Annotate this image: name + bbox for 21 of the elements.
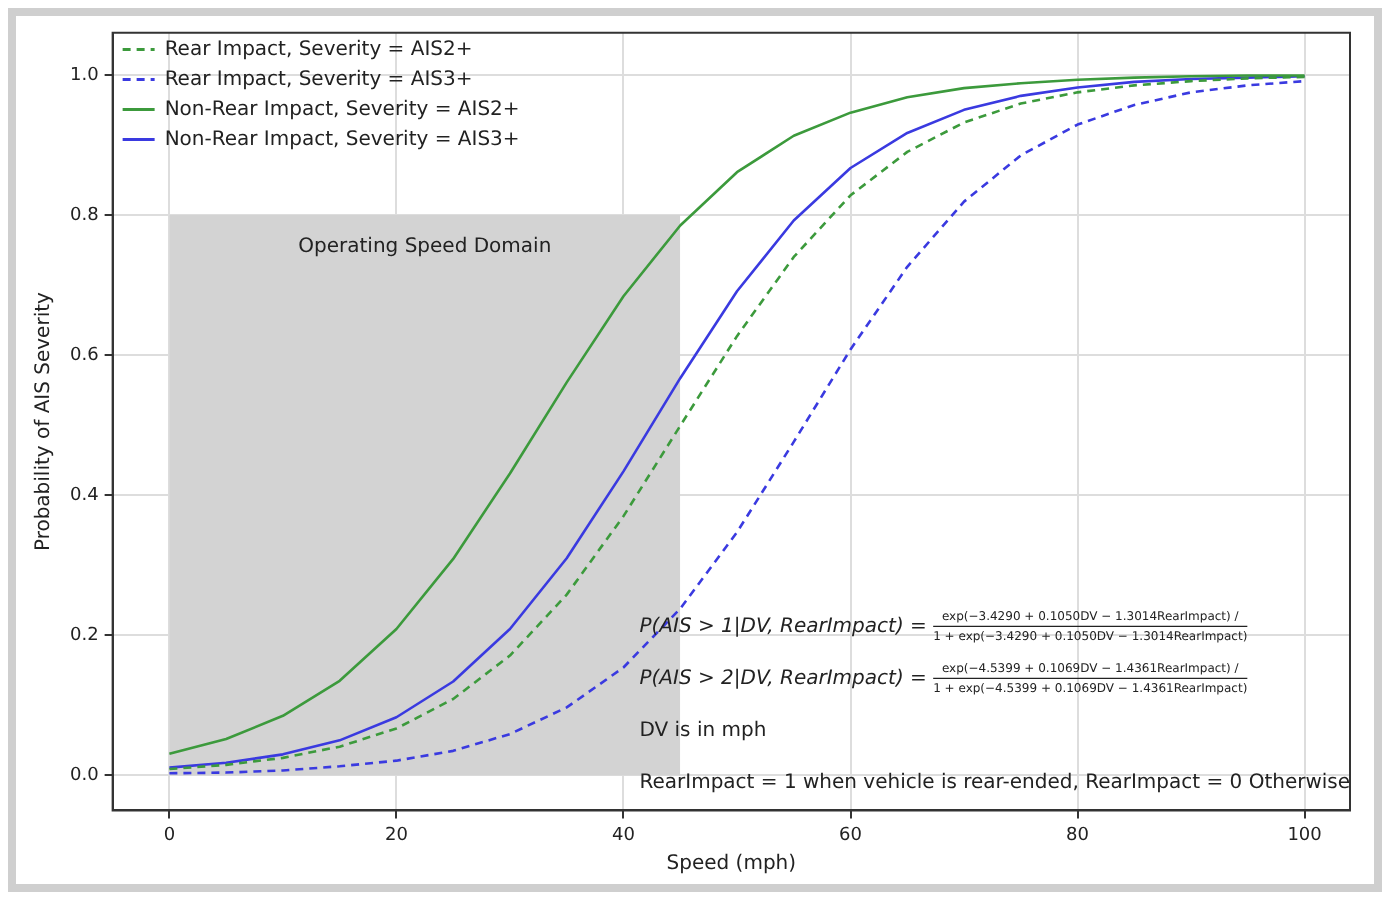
y-tick-label: 1.0 <box>69 65 100 86</box>
x-tick-label: 40 <box>612 825 636 846</box>
x-axis-title: Speed (mph) <box>666 853 797 876</box>
legend-label: Non-Rear Impact, Severity = AIS3+ <box>164 128 520 151</box>
y-tick-label: 0.4 <box>69 485 100 506</box>
x-tick-label: 100 <box>1287 825 1323 846</box>
x-tick-label: 60 <box>839 825 863 846</box>
x-tick-label: 0 <box>163 825 176 846</box>
annotation: Operating Speed Domain <box>298 236 552 259</box>
annotation: RearImpact = 1 when vehicle is rear-ended, RearImpact = 0 Otherwise <box>639 771 1351 794</box>
y-tick-label: 0.6 <box>69 345 100 366</box>
legend-label: Rear Impact, Severity = AIS3+ <box>164 68 473 91</box>
x-tick-label: 20 <box>384 825 409 846</box>
x-tick-label: 80 <box>1066 825 1090 846</box>
y-tick-label: 0.0 <box>69 766 100 787</box>
y-tick-label: 0.8 <box>69 205 100 226</box>
legend-label: Rear Impact, Severity = AIS2+ <box>164 38 473 61</box>
y-tick-label: 0.2 <box>69 625 99 646</box>
y-axis-title: Probability of AIS Severity <box>33 291 56 552</box>
legend-label: Non-Rear Impact, Severity = AIS2+ <box>164 98 520 121</box>
annotation: DV is in mph <box>639 719 767 742</box>
